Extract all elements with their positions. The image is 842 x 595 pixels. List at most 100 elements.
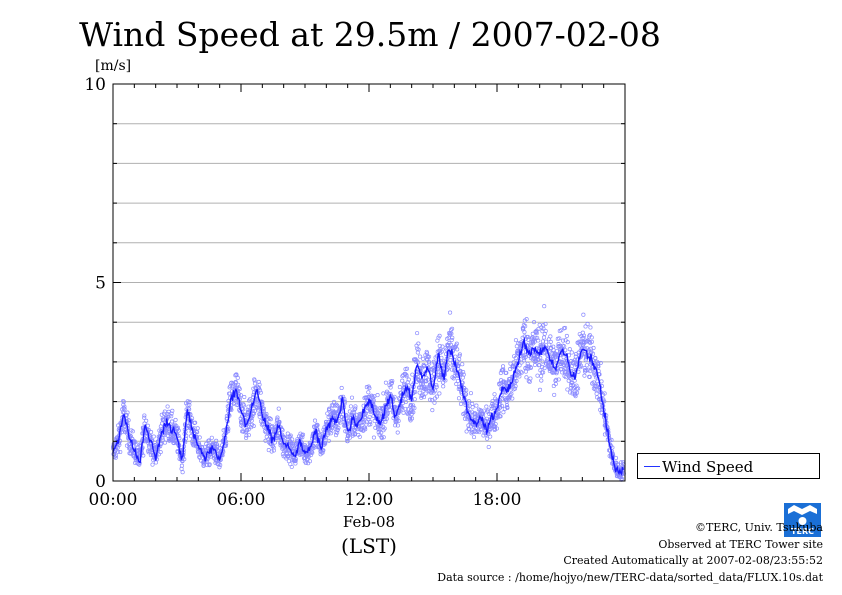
- scatter-point: [417, 390, 422, 395]
- scatter-point: [434, 394, 439, 399]
- scatter-point: [348, 420, 353, 425]
- scatter-point: [325, 432, 330, 437]
- scatter-point: [162, 433, 167, 438]
- scatter-point: [348, 404, 353, 409]
- scatter-point: [577, 339, 582, 344]
- scatter-point: [578, 363, 584, 368]
- scatter-point: [591, 345, 596, 350]
- scatter-point: [381, 391, 386, 396]
- scatter-point: [500, 368, 505, 373]
- scatter-point: [540, 359, 545, 364]
- scatter-point: [141, 453, 146, 458]
- scatter-point: [560, 370, 565, 375]
- scatter-point: [406, 383, 411, 388]
- scatter-point: [492, 392, 497, 397]
- scatter-point: [412, 397, 417, 402]
- scatter-point: [270, 423, 275, 429]
- scatter-point: [513, 338, 518, 343]
- scatter-point: [533, 335, 538, 340]
- scatter-point: [142, 415, 147, 420]
- scatter-point: [412, 406, 417, 411]
- scatter-point: [384, 416, 389, 421]
- scatter-point: [241, 403, 246, 408]
- scatter-point: [267, 416, 272, 421]
- scatter-point: [517, 363, 522, 368]
- scatter-point: [498, 414, 503, 419]
- scatter-point: [388, 385, 393, 390]
- scatter-point: [341, 416, 347, 421]
- scatter-point: [261, 406, 266, 411]
- scatter-point: [375, 393, 380, 398]
- scatter-point: [353, 406, 358, 411]
- scatter-point: [179, 463, 184, 468]
- scatter-point: [434, 384, 439, 389]
- scatter-point: [167, 413, 172, 418]
- scatter-point: [470, 405, 475, 410]
- scatter-point: [481, 408, 486, 413]
- scatter-point: [458, 401, 464, 407]
- scatter-point: [150, 462, 155, 467]
- scatter-point: [218, 463, 223, 468]
- scatter-point: [357, 434, 362, 439]
- scatter-point: [450, 335, 455, 340]
- scatter-point: [336, 425, 341, 431]
- scatter-point: [539, 378, 544, 383]
- series-line-wind-speed: [112, 336, 624, 477]
- scatter-point: [485, 408, 491, 413]
- scatter-point: [543, 321, 548, 327]
- scatter-point: [485, 436, 490, 441]
- scatter-point: [426, 359, 431, 364]
- scatter-point: [382, 426, 387, 431]
- scatter-point: [404, 374, 409, 379]
- scatter-point: [563, 325, 568, 330]
- scatter-point: [451, 376, 456, 381]
- scatter-point: [325, 411, 330, 416]
- scatter-point: [333, 403, 338, 408]
- scatter-point: [519, 360, 524, 365]
- scatter-point: [475, 428, 481, 433]
- scatter-point: [413, 359, 419, 364]
- scatter-point: [169, 411, 174, 416]
- scatter-point: [596, 364, 601, 369]
- scatter-point: [464, 429, 469, 434]
- scatter-point: [404, 391, 409, 397]
- scatter-point: [207, 462, 212, 467]
- footer-copyright: ©TERC, Univ. Tsukuba: [694, 521, 823, 534]
- scatter-point: [443, 378, 448, 383]
- scatter-point: [428, 397, 433, 402]
- scatter-point: [293, 461, 298, 466]
- scatter-point: [335, 403, 340, 408]
- scatter-point: [113, 453, 118, 458]
- x-tick-label: 18:00: [473, 490, 522, 510]
- scatter-point: [346, 419, 351, 424]
- scatter-point: [373, 425, 378, 430]
- scatter-point: [312, 418, 318, 423]
- svg-text:TERC: TERC: [791, 527, 814, 536]
- scatter-point: [161, 411, 167, 416]
- scatter-point: [581, 352, 586, 357]
- scatter-point: [508, 367, 513, 372]
- scatter-point: [399, 406, 404, 411]
- scatter-point: [568, 382, 574, 388]
- scatter-point: [256, 379, 261, 384]
- scatter-point: [185, 399, 190, 404]
- scatter-point: [413, 389, 418, 395]
- scatter-point: [573, 354, 578, 359]
- scatter-point: [513, 384, 518, 389]
- scatter-point: [145, 423, 150, 428]
- scatter-point: [522, 330, 527, 335]
- scatter-point: [403, 406, 408, 411]
- scatter-point: [362, 420, 367, 425]
- scatter-point: [392, 394, 397, 399]
- scatter-point: [583, 358, 588, 363]
- scatter-point: [556, 377, 561, 382]
- scatter-point: [170, 408, 175, 413]
- y-tick-label: 0: [95, 472, 106, 492]
- scatter-point: [421, 362, 426, 368]
- scatter-point: [235, 375, 240, 380]
- scatter-point: [272, 440, 277, 445]
- scatter-point: [522, 352, 528, 358]
- scatter-point: [581, 335, 586, 340]
- scatter-point: [583, 324, 588, 329]
- scatter-point: [173, 417, 178, 422]
